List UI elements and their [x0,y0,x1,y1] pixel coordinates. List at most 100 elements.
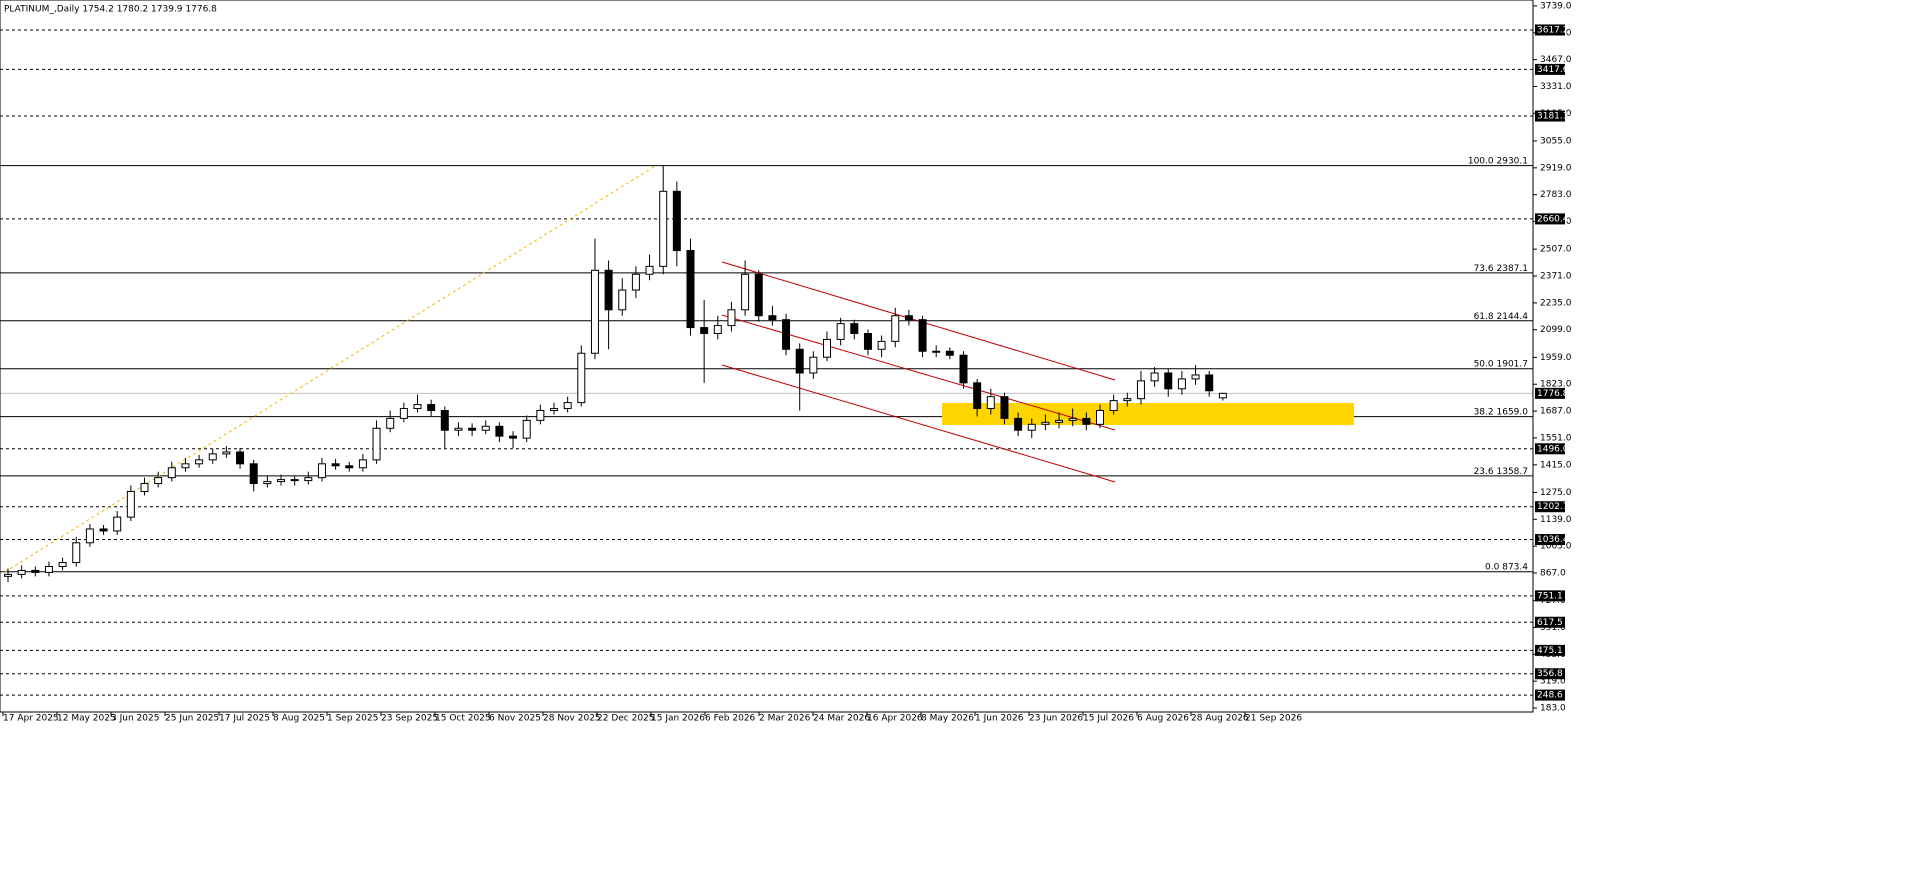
y-tick-label: 2371.0 [1540,272,1572,282]
candle-body [140,483,149,492]
x-tick-label: 16 Apr 2026 [867,714,923,724]
candle-body [550,408,558,411]
candle-body [126,490,135,518]
y-tick-label: 3739.0 [1540,1,1572,11]
fib-level: 38.2 [1474,407,1494,417]
candle-body [1205,374,1214,392]
fib-level: 0.0 [1485,562,1500,572]
candle-body [1000,396,1009,419]
x-tick-label: 2 Mar 2026 [759,714,811,724]
x-tick-label: 15 Jan 2026 [651,714,705,724]
current-price-label: 1776.8 [1537,389,1569,399]
level-price-label: 475.1 [1537,646,1563,656]
candle-body [1218,392,1227,399]
candle-body [44,565,53,573]
x-tick-label: 12 May 2025 [57,714,116,724]
fib-label: 61.8 2144.4 [1474,311,1529,321]
y-tick-label: 3467.0 [1540,55,1572,65]
x-tick-label: 21 Sep 2026 [1245,714,1302,724]
y-tick-label: 3055.0 [1540,136,1572,146]
y-tick-label: 1823.0 [1540,380,1572,390]
level-price-label: 1036.4 [1537,535,1569,545]
level-price-label: 3181.3 [1537,112,1569,122]
candle-body [399,408,408,419]
x-tick-label: 25 Jun 2025 [165,714,219,724]
candle-body [345,465,354,469]
candle-body [645,265,654,275]
fib-label: 38.2 1659.0 [1474,407,1529,417]
candle-body [1041,421,1050,425]
level-price-box [1535,213,1565,225]
candle-body [72,542,81,564]
candle-body [522,419,531,439]
candle-body [468,427,477,431]
y-tick-label: 3331.0 [1540,82,1572,92]
y-tick-label: 1003.0 [1540,542,1572,552]
candle-body [358,459,367,469]
candle-body [263,481,272,485]
fib-level: 73.6 [1474,263,1494,273]
candle-body [208,453,217,461]
fib-price: 873.4 [1502,562,1528,572]
fibonacci-trend [4,165,656,573]
candle-body [1109,400,1118,411]
candle-body [877,340,886,350]
candle-body [1164,372,1173,390]
level-price-box [1535,24,1565,36]
x-tick-label: 6 Aug 2026 [1137,714,1189,724]
fib-price: 1901.7 [1497,359,1529,369]
candle-body [386,417,395,429]
candle-body [1096,409,1104,425]
candle-body [986,396,995,410]
candle-body [440,409,449,431]
level-price-label: 1496.0 [1537,444,1569,454]
y-tick-label: 319.0 [1540,677,1566,687]
candle-body [4,573,12,577]
x-tick-label: 24 Mar 2026 [813,714,870,724]
x-tick-label: 17 Jul 2025 [219,714,270,724]
candle-body [99,528,108,532]
candle-body [563,402,572,410]
plot-frame [0,0,1534,713]
x-tick-label: 6 Nov 2025 [489,714,541,724]
candle-body [536,409,545,421]
x-tick-label: 8 Aug 2025 [273,714,325,724]
fib-label: 0.0 873.4 [1485,562,1528,572]
candle-body [932,350,941,353]
level-price-box [1535,443,1565,455]
candle-body [700,327,709,334]
candle-body [317,463,326,479]
candle-body [1177,378,1186,390]
candle-body [236,451,245,465]
y-tick-label: 2507.0 [1540,245,1572,255]
candle-body [782,319,791,350]
candle-body [945,350,954,356]
fib-level: 61.8 [1474,311,1494,321]
candle-body [113,516,122,532]
x-tick-label: 1 Sep 2025 [327,714,378,724]
level-price-box [1535,501,1565,513]
y-tick-label: 1959.0 [1540,353,1572,363]
level-price-box [1535,590,1565,602]
candle-body [154,477,163,485]
x-tick-label: 28 Nov 2025 [543,714,601,724]
candle-body [904,315,913,321]
current-price-box [1535,387,1565,399]
y-tick-label: 2099.0 [1540,325,1572,335]
level-price-box [1535,63,1565,75]
candle-body [17,569,26,575]
x-tick-label: 17 Apr 2025 [3,714,59,724]
candle-body [1136,380,1145,400]
y-tick-label: 2919.0 [1540,163,1572,173]
candle-body [1014,417,1023,431]
level-price-box [1535,534,1565,546]
fib-price: 2387.1 [1497,263,1529,273]
fib-price: 2930.1 [1497,156,1529,166]
candle-body [1150,372,1159,382]
fib-label: 73.6 2387.1 [1474,263,1528,273]
fib-label: 23.6 1358.7 [1474,466,1528,476]
fib-level: 50.0 [1474,359,1494,369]
candle-body [659,190,668,267]
candles-layer [4,165,1227,583]
